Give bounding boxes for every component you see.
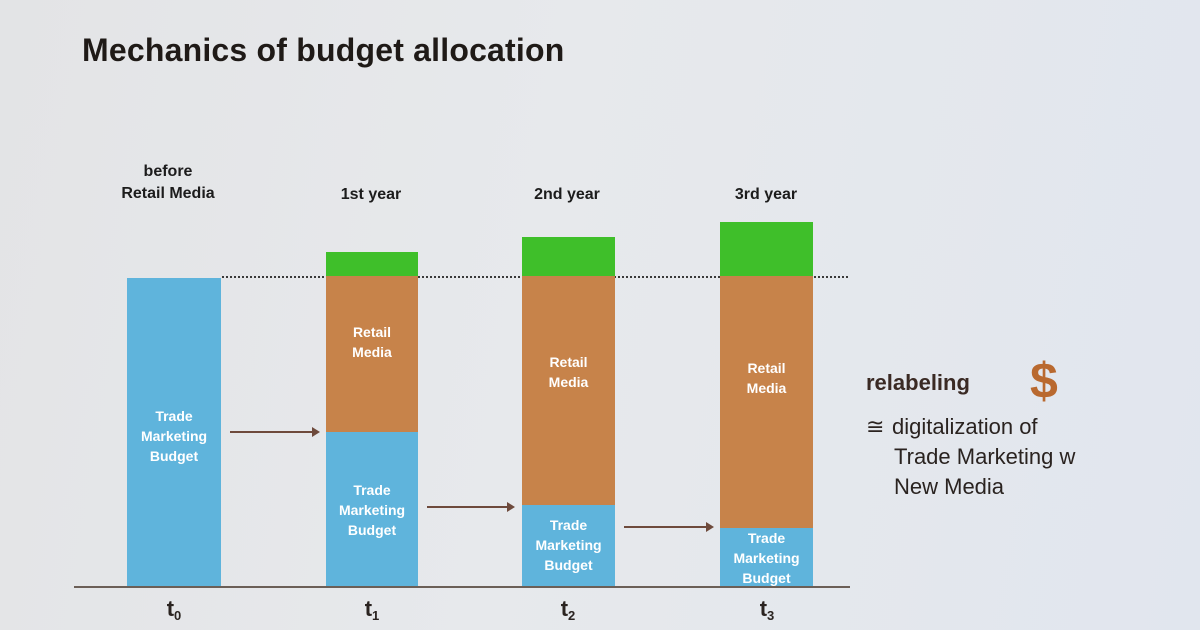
explanation-line-2: Trade Marketing w [894, 444, 1076, 469]
retail-media-label-t3: Retail Media [746, 360, 787, 396]
trade-marketing-label-t0: Trade Marketing Budget [140, 408, 208, 464]
equivalence-symbol: ≅ [866, 414, 885, 439]
period-label-t0: before Retail Media [68, 161, 268, 205]
slide-title: Mechanics of budget allocation [82, 32, 565, 68]
time-axis [74, 586, 850, 588]
tick-t3: t3 [759, 596, 775, 623]
trade-marketing-segment-t3: Trade Marketing Budget [720, 528, 813, 586]
tick-t1: t1 [364, 596, 380, 623]
trade-marketing-segment-t0: Trade Marketing Budget [127, 278, 221, 586]
trade-marketing-label-t2: Trade Marketing Budget [535, 517, 602, 573]
explanation-line-3: New Media [894, 474, 1005, 499]
period-label-t1: 1st year [340, 186, 402, 203]
explanation-line-1: digitalization of [892, 414, 1038, 439]
bar-t0: Trade Marketing Budget [127, 278, 221, 586]
period-label-t0-line1: before [143, 163, 193, 180]
new-budget-segment-t1 [326, 252, 418, 276]
trade-marketing-segment-t1: Trade Marketing Budget [326, 432, 418, 586]
shift-arrow-t2-t3 [624, 522, 714, 532]
retail-media-segment-t2: Retail Media [522, 276, 615, 505]
tick-t0: t0 [166, 596, 182, 623]
new-budget-segment-t2 [522, 237, 615, 276]
trade-marketing-segment-t2: Trade Marketing Budget [522, 505, 615, 586]
relabeling-heading: relabeling [866, 370, 970, 395]
period-label-t2: 2nd year [534, 186, 600, 203]
retail-media-label-t1: Retail Media [352, 324, 392, 360]
bar-t2: Retail Media Trade Marketing Budget [522, 237, 615, 586]
bar-t1: Retail Media Trade Marketing Budget [326, 252, 418, 586]
shift-arrow-t1-t2 [427, 502, 515, 512]
period-label-t0-line2: Retail Media [121, 185, 215, 202]
trade-marketing-label-t1: Trade Marketing Budget [338, 482, 406, 538]
shift-arrow-t0-t1 [230, 427, 320, 437]
retail-media-label-t2: Retail Media [548, 354, 589, 390]
retail-media-segment-t1: Retail Media [326, 276, 418, 432]
dollar-icon: $ [1030, 353, 1058, 409]
trade-marketing-label-t3: Trade Marketing Budget [733, 530, 800, 586]
tick-t2: t2 [560, 596, 576, 623]
retail-media-segment-t3: Retail Media [720, 276, 813, 528]
relabeling-explanation: ≅ digitalization of Trade Marketing w New… [866, 412, 1075, 502]
bar-t3: Retail Media Trade Marketing Budget [720, 222, 813, 586]
new-budget-segment-t3 [720, 222, 813, 276]
period-label-t3: 3rd year [734, 186, 798, 203]
